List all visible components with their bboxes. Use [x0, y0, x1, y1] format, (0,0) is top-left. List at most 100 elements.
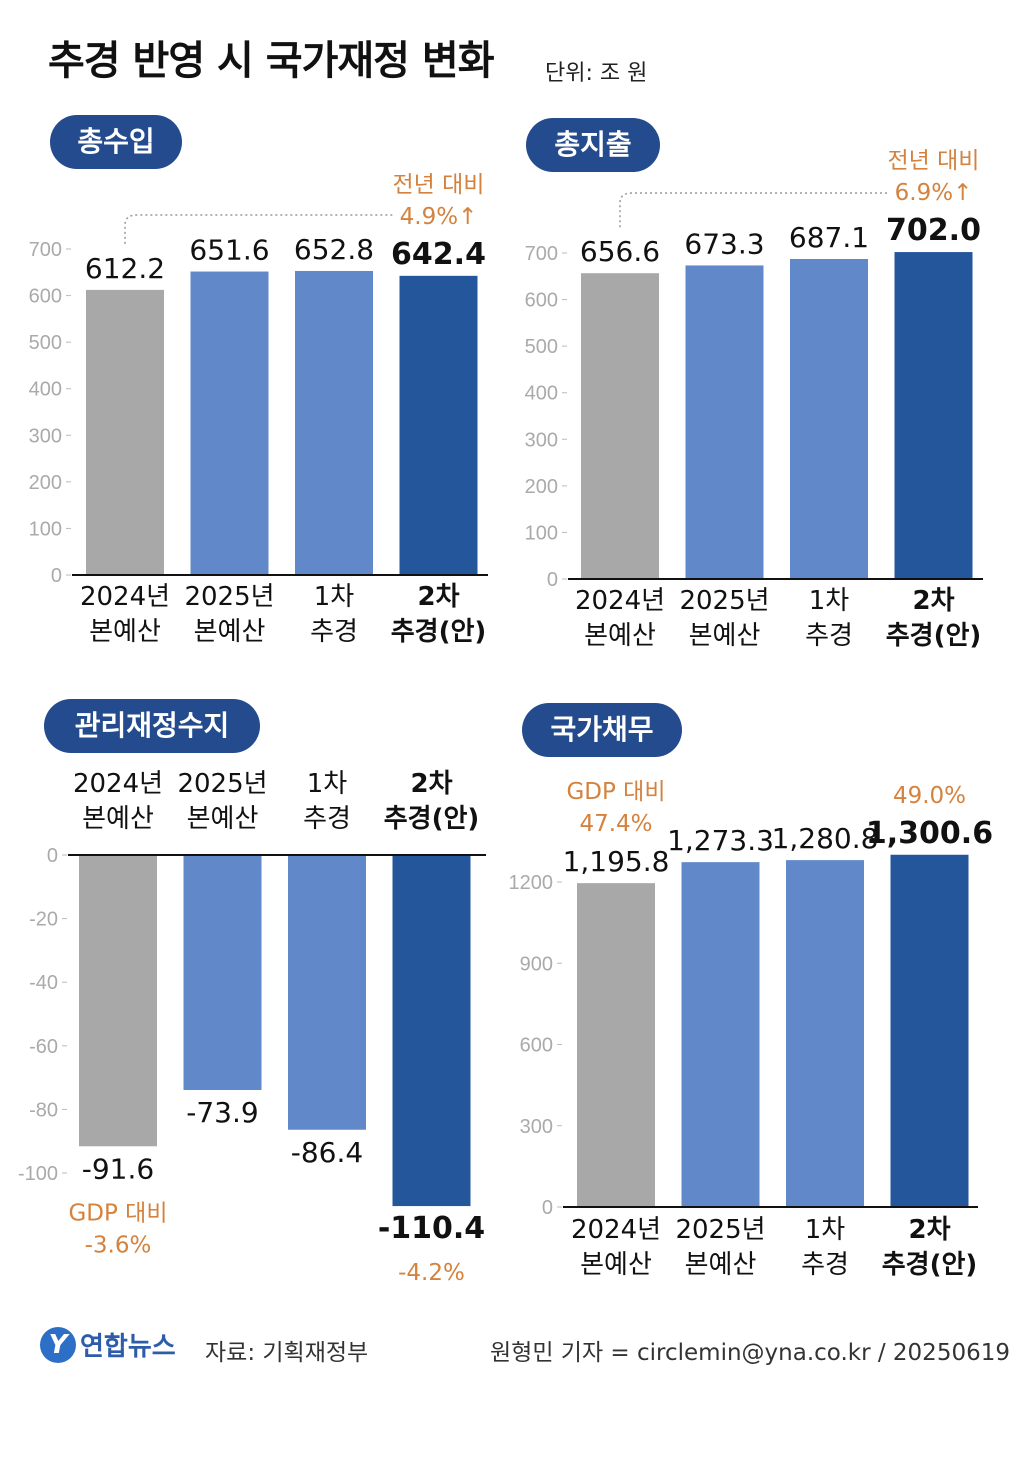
- annotation-text: 전년 대비: [888, 148, 980, 174]
- logo-text: 연합뉴스: [80, 1332, 176, 1362]
- bar-0: [79, 855, 157, 1147]
- category-label: 1차: [307, 769, 348, 799]
- y-tick-label: 100: [29, 518, 62, 540]
- value-label: 651.6: [189, 234, 269, 267]
- category-label: 2025년: [679, 586, 769, 616]
- unit-label: 단위: 조 원: [545, 61, 648, 86]
- bar-3: [392, 855, 471, 1207]
- y-tick-label: 600: [525, 290, 558, 312]
- y-tick-label: 700: [525, 243, 558, 265]
- category-label: 2025년: [177, 769, 267, 799]
- yonhap-logo: Y 연합뉴스: [40, 1326, 176, 1363]
- y-tick-label: -80: [29, 1099, 58, 1121]
- y-tick-label: 0: [51, 565, 62, 587]
- category-label: 2024년: [571, 1215, 661, 1245]
- category-label: 본예산: [685, 1250, 757, 1280]
- logo-mark-icon: Y: [40, 1326, 76, 1363]
- bar-1: [183, 855, 262, 1091]
- comparison-connector: [124, 214, 393, 244]
- y-tick-label: 300: [520, 1116, 553, 1138]
- bar-0: [86, 289, 164, 575]
- y-tick-label: 0: [542, 1197, 553, 1219]
- annotation-text: GDP 대비: [68, 1200, 167, 1226]
- bar-3: [890, 854, 969, 1207]
- value-label: 652.8: [294, 233, 374, 266]
- y-tick-label: 300: [29, 425, 62, 447]
- bar-2: [786, 860, 864, 1207]
- bar-1: [681, 862, 760, 1207]
- category-label: 추경: [805, 621, 853, 651]
- category-label: 2025년: [184, 582, 274, 612]
- category-label: 추경(안): [882, 1250, 978, 1280]
- category-label: 추경(안): [886, 621, 982, 651]
- category-label: 추경(안): [391, 617, 487, 647]
- y-tick-label: -60: [29, 1036, 58, 1058]
- value-label: 1,273.3: [667, 824, 774, 857]
- category-label: 추경: [801, 1250, 849, 1280]
- category-label: 추경: [310, 617, 358, 647]
- value-label: 1,280.8: [772, 822, 879, 855]
- page-title: 추경 반영 시 국가재정 변화: [48, 38, 495, 84]
- y-tick-label: 100: [525, 522, 558, 544]
- y-tick-label: 900: [520, 953, 553, 975]
- value-label: 612.2: [85, 252, 165, 285]
- comparison-connector: [619, 192, 888, 228]
- y-tick-label: 1200: [509, 872, 554, 894]
- value-label: 1,300.6: [866, 816, 993, 851]
- value-label: -110.4: [378, 1211, 485, 1246]
- value-label: 642.4: [391, 237, 486, 272]
- y-tick-label: 400: [29, 379, 62, 401]
- bar-2: [790, 259, 868, 579]
- value-label: 673.3: [684, 227, 764, 260]
- category-label: 2025년: [675, 1215, 765, 1245]
- bar-1: [685, 265, 764, 579]
- panel-title-pill: 관리재정수지: [44, 699, 260, 753]
- annotation-text: 49.0%: [893, 783, 966, 809]
- y-tick-label: 600: [29, 286, 62, 308]
- category-label: 2024년: [575, 586, 665, 616]
- y-tick-label: 400: [525, 383, 558, 405]
- y-tick-label: 300: [525, 429, 558, 451]
- category-label: 추경(안): [384, 804, 480, 834]
- annotation-text: 전년 대비: [393, 172, 485, 198]
- category-label: 본예산: [584, 621, 656, 651]
- annotation-text: -3.6%: [85, 1232, 152, 1258]
- category-label: 본예산: [194, 617, 266, 647]
- annotation-text: 6.9%↑: [895, 180, 973, 206]
- category-label: 2차: [410, 769, 452, 799]
- source-text: 자료: 기획재정부: [205, 1340, 369, 1366]
- panel-title-pill: 총수입: [50, 115, 182, 169]
- panel-title-pill: 총지출: [526, 118, 660, 172]
- bar-0: [581, 273, 659, 579]
- category-label: 본예산: [580, 1250, 652, 1280]
- value-label: 656.6: [580, 235, 660, 268]
- y-tick-label: 0: [47, 845, 58, 867]
- y-tick-label: -40: [29, 972, 58, 994]
- category-label: 1차: [809, 586, 850, 616]
- bar-3: [399, 275, 478, 575]
- value-label: 687.1: [789, 221, 869, 254]
- category-label: 본예산: [187, 804, 259, 834]
- value-label: -86.4: [291, 1136, 363, 1169]
- category-label: 본예산: [689, 621, 761, 651]
- value-label: 702.0: [886, 213, 981, 248]
- category-label: 2차: [417, 582, 459, 612]
- y-tick-label: 700: [29, 239, 62, 261]
- annotation-text: GDP 대비: [566, 779, 665, 805]
- annotation-text: 47.4%: [579, 811, 652, 837]
- bar-3: [894, 252, 973, 579]
- y-tick-label: 600: [520, 1035, 553, 1057]
- annotation-text: -4.2%: [398, 1260, 465, 1286]
- y-tick-label: -20: [29, 909, 58, 931]
- category-label: 본예산: [82, 804, 154, 834]
- category-label: 본예산: [89, 617, 161, 647]
- panel-title-pill: 국가채무: [522, 703, 682, 757]
- y-tick-label: 500: [29, 332, 62, 354]
- bar-1: [190, 271, 269, 575]
- category-label: 1차: [805, 1215, 846, 1245]
- category-label: 2024년: [73, 769, 163, 799]
- value-label: -73.9: [186, 1096, 258, 1129]
- category-label: 2차: [912, 586, 954, 616]
- bar-2: [295, 270, 373, 575]
